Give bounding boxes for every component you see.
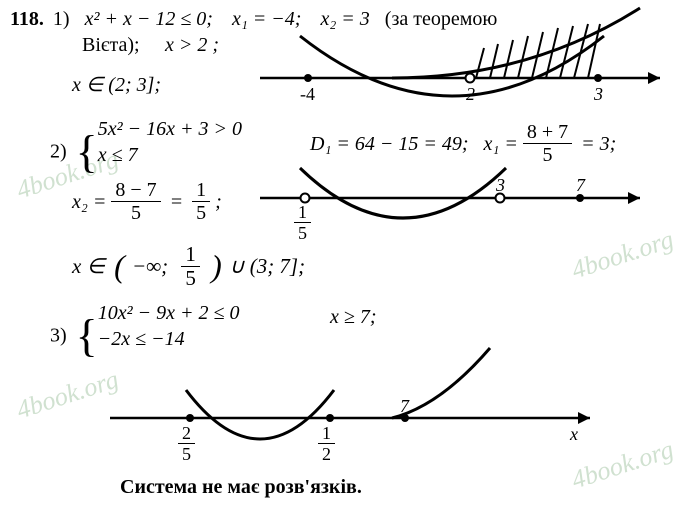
page: 4book.org 4book.org 4book.org 4book.org …	[0, 0, 690, 506]
x-axis-label: x	[570, 424, 578, 445]
graph3-tick-frac: 25	[178, 424, 195, 463]
graph3-tick-frac: 12	[318, 424, 335, 463]
graph3-tick-label: 7	[400, 396, 409, 417]
footer-text: Система не має розв'язків.	[120, 476, 362, 499]
graph-3	[0, 0, 690, 480]
